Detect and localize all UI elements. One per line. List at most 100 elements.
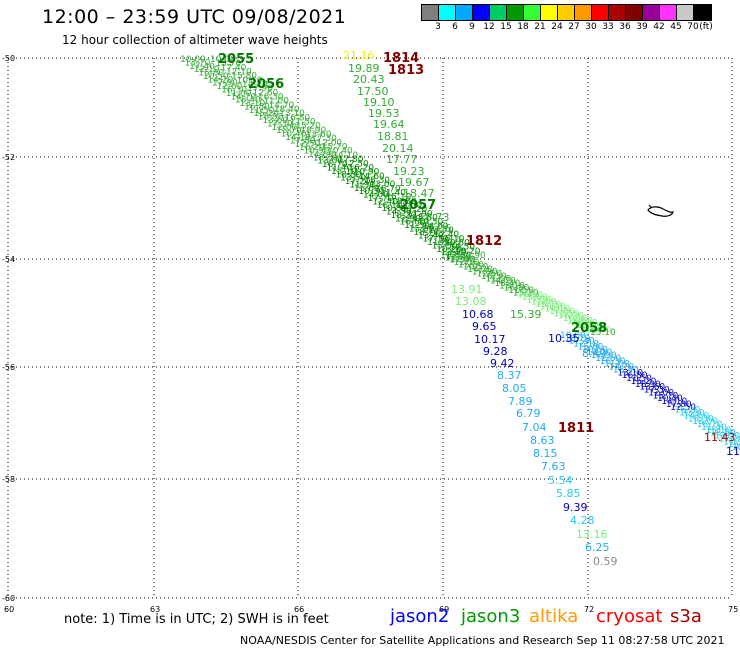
track-mark: 17.70	[368, 194, 394, 204]
altimeter-tracks: 10.0013.7017.4012.1015.8010.5014.2017.90…	[180, 55, 740, 453]
track-mark: 12.60	[595, 354, 621, 364]
legend-label: 39	[636, 22, 648, 32]
track-mark: 11.90	[407, 209, 433, 219]
track-mark: 17.40	[221, 63, 247, 73]
legend-label: 21	[534, 22, 546, 32]
track-mark: 18.80	[336, 170, 362, 180]
track-mark: 11.00	[485, 274, 511, 284]
track-mark: 12.00	[316, 138, 342, 148]
track-mark: 15.80	[578, 342, 604, 352]
track-mark: 13.70	[564, 334, 590, 344]
track-mark: 10.00	[440, 251, 466, 261]
track-mark: 12.40	[433, 230, 459, 240]
track-mark: 11.80	[427, 238, 453, 248]
track-mark: 18.80	[391, 197, 417, 207]
track-mark: 13.00	[692, 417, 718, 427]
legend-swatch	[473, 5, 490, 20]
track-mark: 16.20	[299, 143, 325, 153]
track-mark: 13.10	[499, 281, 525, 291]
track-mark: 11.50	[508, 286, 534, 296]
track-mark: 12.50	[670, 403, 696, 413]
pass-number: 2055	[218, 52, 254, 67]
track-mark: 15.80	[198, 69, 224, 79]
latitude-label: -58	[2, 475, 15, 484]
track-mark: 12.50	[343, 159, 369, 169]
wave-height-value: 13.91	[451, 283, 483, 296]
longitude-label: 63	[150, 605, 160, 614]
longitude-label: 75	[728, 605, 738, 614]
track-mark: 14.10	[332, 151, 358, 161]
track-mark: 15.00	[409, 224, 435, 234]
track-mark: 14.60	[683, 411, 709, 421]
track-mark: 14.50	[449, 243, 475, 253]
track-mark: 13.70	[445, 253, 471, 263]
track-mark: 14.70	[230, 92, 256, 102]
track-mark: 14.20	[242, 80, 268, 90]
wave-height-value: 5.54	[548, 474, 573, 487]
track-mark: 16.80	[504, 284, 530, 294]
wave-height-value: 7.89	[508, 395, 533, 408]
wave-height-value: 17.50	[357, 85, 389, 98]
wave-height-value: 19.10	[363, 96, 395, 109]
track-mark: 18.40	[235, 96, 261, 106]
wave-height-value: 19.53	[368, 107, 400, 120]
track-mark: 18.30	[313, 153, 339, 163]
track-mark: 13.50	[340, 174, 366, 184]
track-mark: 12.40	[372, 197, 398, 207]
legend-swatch	[609, 5, 626, 20]
track-mark: 15.70	[276, 126, 302, 136]
track-mark: 17.90	[591, 351, 617, 361]
wave-height-value: 7.04	[522, 421, 547, 434]
wave-height-value: 15.39	[510, 308, 542, 321]
track-mark: 11.40	[326, 163, 352, 173]
track-mark: 10.80	[381, 204, 407, 214]
track-mark: 12.50	[294, 140, 320, 150]
track-mark: 17.80	[549, 307, 575, 317]
wave-height-value: 18.73	[418, 211, 450, 224]
legend-swatch	[592, 5, 609, 20]
track-mark: 18.30	[688, 414, 714, 424]
legend-swatch	[524, 5, 541, 20]
wave-height-value: 4.28	[570, 514, 595, 527]
track-mark: 11.00	[263, 97, 289, 107]
legend-swatch	[575, 5, 592, 20]
track-mark: 18.30	[364, 176, 390, 186]
legend-label: 30	[585, 22, 597, 32]
map-subtitle: 12 hour collection of altimeter wave hei…	[62, 33, 328, 47]
track-mark: 13.60	[522, 293, 548, 303]
track-mark: 10.90	[304, 147, 330, 157]
track-mark: 18.20	[391, 211, 417, 221]
longitude-label: 72	[584, 605, 594, 614]
track-mark: 15.10	[590, 328, 616, 338]
track-mark: 15.70	[653, 391, 679, 401]
track-mark: 13.50	[714, 432, 740, 442]
track-mark: 13.50	[396, 201, 422, 211]
wave-height-value: 8.15	[533, 447, 558, 460]
legend-swatch	[694, 5, 711, 20]
track-mark: 15.70	[322, 143, 348, 153]
track-mark: 15.20	[631, 377, 657, 387]
track-mark: 18.90	[300, 126, 326, 136]
track-mark: 11.40	[701, 423, 727, 433]
track-value-labels: 21.1619.8920.4317.5019.1019.5319.6418.81…	[343, 49, 740, 568]
track-mark: 16.60	[400, 218, 426, 228]
track-mark: 17.90	[212, 79, 238, 89]
color-scale-legend	[421, 4, 712, 21]
pass-number: 2056	[248, 77, 284, 92]
track-mark: 16.80	[622, 371, 648, 381]
legend-swatch	[541, 5, 558, 20]
wave-height-value: 11	[726, 445, 740, 458]
track-mark: 15.20	[295, 122, 321, 132]
wave-height-value: 20.14	[382, 142, 414, 155]
longitude-label: 66	[294, 605, 304, 614]
longitude-label: 69	[439, 605, 449, 614]
pass-number: 1814	[383, 51, 419, 66]
track-mark: 10.00	[210, 55, 236, 65]
track-mark: 12.10	[573, 340, 599, 350]
legend-label: 27	[568, 22, 580, 32]
track-mark: 11.40	[585, 326, 611, 336]
track-mark: 18.40	[613, 365, 639, 375]
track-mark: 15.60	[412, 213, 438, 223]
track-mark: 10.00	[180, 55, 206, 65]
track-mark: 14.20	[207, 75, 233, 85]
